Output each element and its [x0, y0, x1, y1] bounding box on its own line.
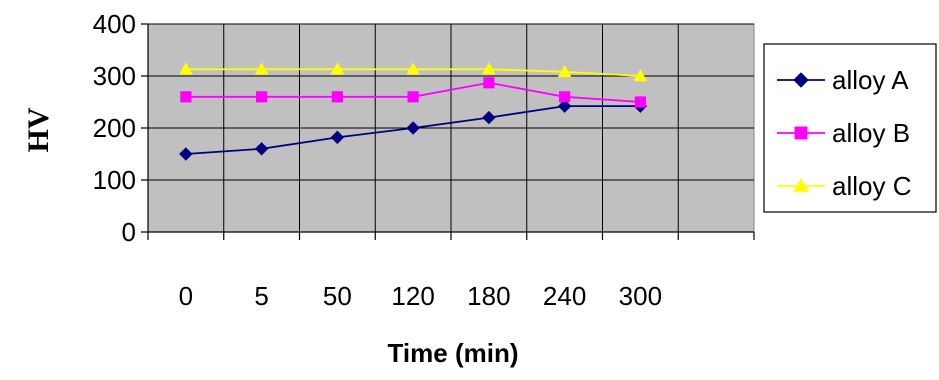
y-axis-title: HV [22, 107, 55, 152]
y-tick-label: 100 [93, 165, 136, 195]
x-tick-label: 300 [619, 281, 662, 311]
x-tick-label: 180 [467, 281, 510, 311]
legend-marker-1 [794, 126, 808, 140]
data-point [559, 91, 571, 103]
legend-marker-2 [793, 177, 809, 193]
data-point [406, 62, 420, 75]
y-tick-label: 300 [93, 61, 136, 91]
data-point [633, 68, 648, 82]
x-axis-title: Time (min) [388, 338, 519, 368]
data-point [254, 142, 269, 156]
legend-label-1: alloy B [832, 118, 910, 148]
y-tick-label: 200 [93, 113, 136, 143]
data-point [331, 91, 343, 103]
data-point [179, 62, 193, 75]
x-tick-label: 120 [391, 281, 434, 311]
data-point [330, 62, 345, 75]
legend-marker-0 [793, 72, 809, 88]
data-point [256, 91, 268, 103]
x-tick-label: 240 [543, 281, 586, 311]
data-point [406, 121, 420, 135]
legend-label-0: alloy A [832, 65, 909, 95]
data-point [557, 64, 572, 78]
series-alloy-c [179, 62, 648, 82]
series-alloy-b [180, 77, 646, 108]
data-point [180, 91, 192, 103]
y-tick-label: 400 [93, 9, 136, 39]
legend-label-2: alloy C [832, 171, 911, 201]
data-point [483, 77, 495, 89]
x-tick-label: 0 [179, 281, 193, 311]
x-tick-label: 5 [254, 281, 268, 311]
data-point [179, 147, 193, 161]
data-point [407, 91, 419, 103]
data-point [254, 62, 269, 75]
series-alloy-a [179, 99, 648, 161]
data-point [482, 62, 496, 75]
data-point [482, 110, 496, 125]
data-point [330, 130, 345, 145]
y-tick-label: 0 [122, 217, 136, 247]
legend-box [763, 43, 937, 213]
data-point [634, 96, 646, 108]
legend: alloy A alloy B alloy C [763, 43, 937, 213]
x-tick-label: 50 [323, 281, 352, 311]
data-point [557, 99, 572, 113]
